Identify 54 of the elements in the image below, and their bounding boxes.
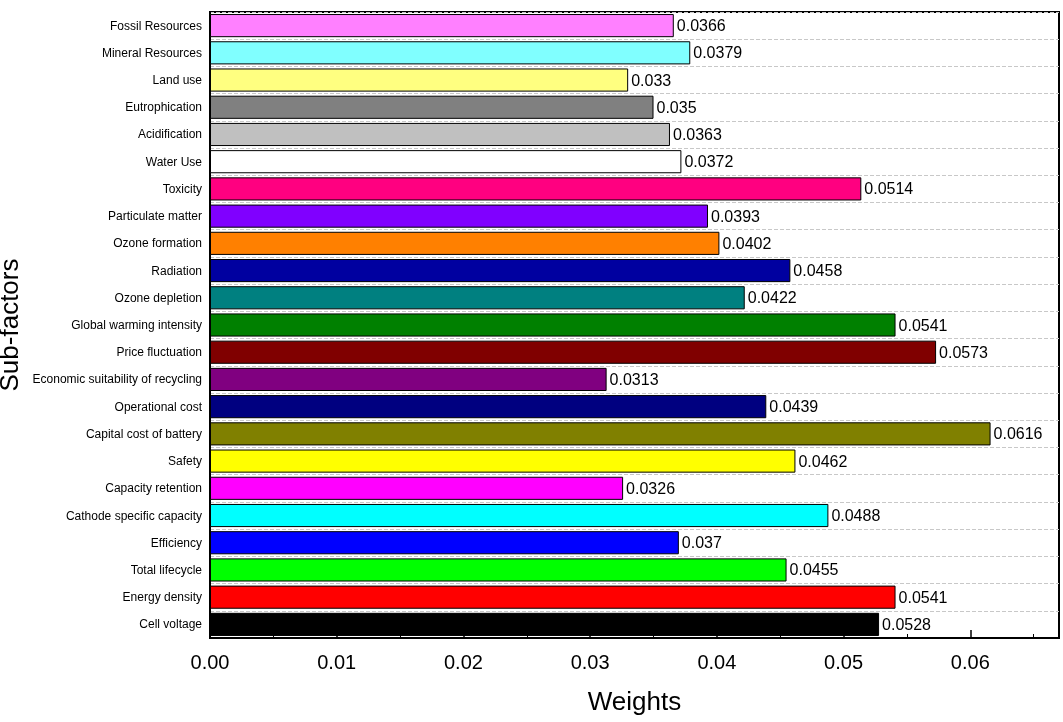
data-label: 0.0372 xyxy=(684,153,734,171)
y-tick-label: Toxicity xyxy=(162,181,202,196)
data-label: 0.0616 xyxy=(993,425,1043,443)
y-tick-label: Mineral Resources xyxy=(101,45,202,60)
y-tick-label: Cathode specific capacity xyxy=(65,508,202,523)
x-axis-title: Weights xyxy=(587,686,682,716)
x-tick-label: 0.02 xyxy=(443,651,483,673)
data-label: 0.0439 xyxy=(769,398,819,416)
x-tick-label: 0.01 xyxy=(317,651,357,673)
y-tick-label: Safety xyxy=(167,454,202,469)
data-label: 0.0366 xyxy=(676,17,726,35)
y-tick-label: Economic suitability of recycling xyxy=(32,372,202,387)
y-tick-label: Energy density xyxy=(122,590,202,605)
data-label: 0.0326 xyxy=(626,479,676,497)
data-label: 0.0379 xyxy=(693,44,743,62)
data-label: 0.0313 xyxy=(609,370,659,388)
y-tick-label: Cell voltage xyxy=(139,617,203,632)
y-tick-label: Total lifecycle xyxy=(130,562,203,577)
y-tick-label: Operational cost xyxy=(114,399,203,414)
data-label: 0.0393 xyxy=(711,207,761,225)
x-tick-label: 0.03 xyxy=(570,651,610,673)
y-tick-label: Radiation xyxy=(151,263,202,278)
data-label: 0.0573 xyxy=(939,343,989,361)
y-tick-label: Ozone depletion xyxy=(114,290,202,305)
data-label: 0.0514 xyxy=(864,180,914,198)
y-tick-label: Water Use xyxy=(145,154,203,169)
y-tick-label: Eutrophication xyxy=(125,100,202,115)
y-tick-label: Fossil Resources xyxy=(109,18,202,33)
data-label: 0.0528 xyxy=(882,615,932,633)
data-label: 0.0462 xyxy=(798,452,848,470)
data-label: 0.0541 xyxy=(898,316,948,334)
y-tick-label: Land use xyxy=(152,73,203,88)
data-label: 0.0541 xyxy=(898,588,948,606)
data-label: 0.033 xyxy=(631,71,672,89)
data-label: 0.0402 xyxy=(722,234,772,252)
y-tick-label: Global warming intensity xyxy=(71,318,202,332)
y-tick-label: Efficiency xyxy=(150,535,202,550)
y-tick-label: Price fluctuation xyxy=(116,345,202,360)
data-label: 0.037 xyxy=(681,534,722,552)
data-label: 0.0455 xyxy=(789,561,839,579)
x-tick-label: 0.06 xyxy=(950,651,990,673)
x-tick-label: 0.00 xyxy=(190,651,230,673)
data-label: 0.035 xyxy=(656,98,697,116)
y-tick-label: Particulate matter xyxy=(107,209,202,224)
y-tick-label: Ozone formation xyxy=(113,236,202,251)
y-tick-label: Acidification xyxy=(137,127,202,142)
x-tick-label: 0.04 xyxy=(697,651,737,673)
data-label: 0.0363 xyxy=(672,125,723,143)
y-tick-label: Capital cost of battery xyxy=(85,426,202,441)
y-tick-label: Capacity retention xyxy=(105,481,202,496)
x-tick-label: 0.05 xyxy=(824,651,864,673)
data-label: 0.0422 xyxy=(747,289,797,307)
data-label: 0.0458 xyxy=(793,262,843,280)
data-label: 0.0488 xyxy=(831,507,881,525)
